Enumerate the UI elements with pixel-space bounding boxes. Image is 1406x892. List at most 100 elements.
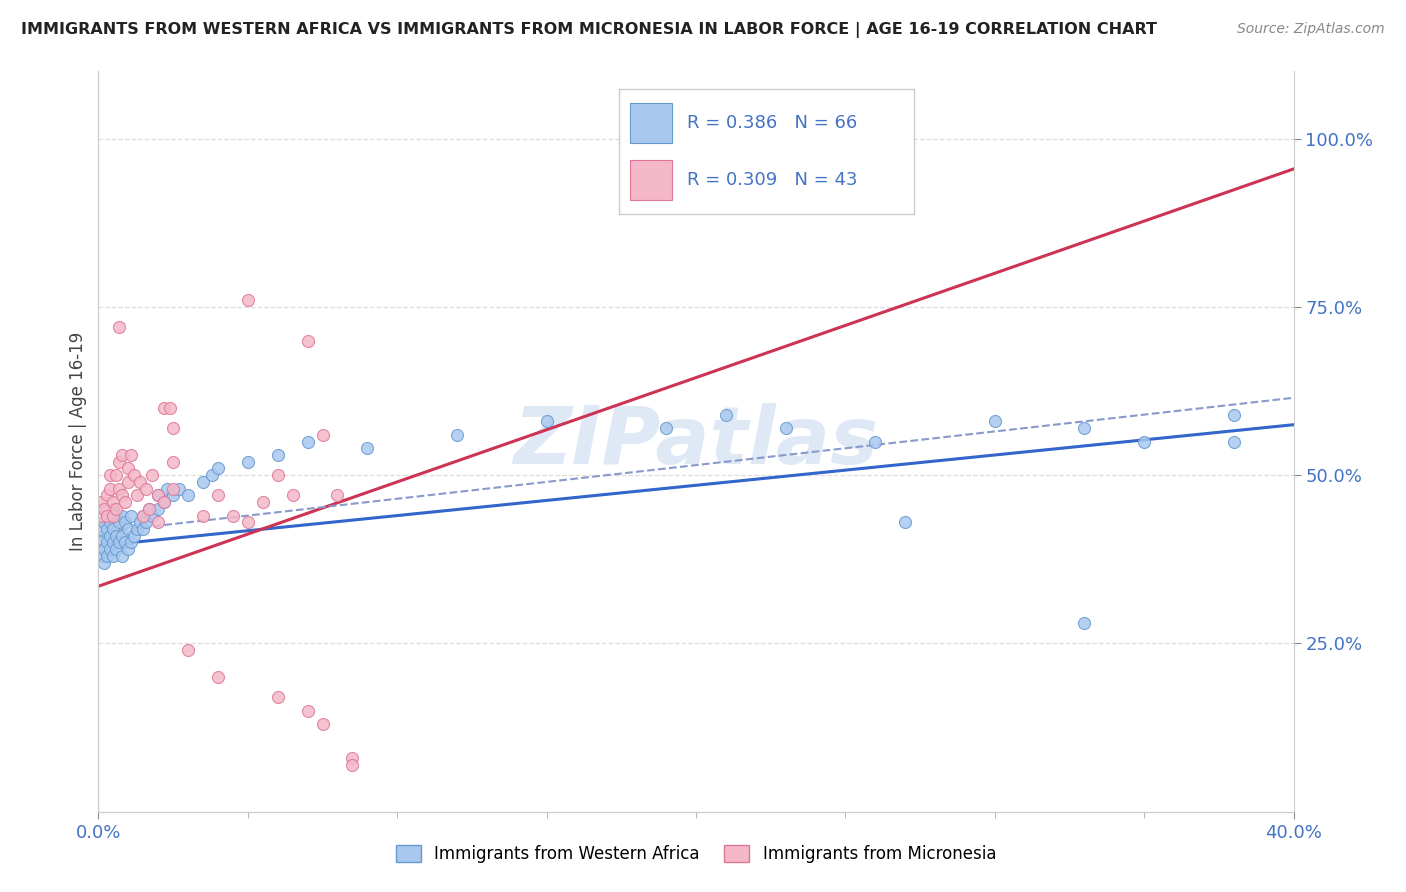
Point xyxy=(222,508,245,523)
Y-axis label: In Labor Force | Age 16-19: In Labor Force | Age 16-19 xyxy=(69,332,87,551)
Point xyxy=(865,434,887,449)
Point xyxy=(132,508,155,523)
Point xyxy=(138,501,160,516)
Point xyxy=(114,535,136,549)
Point xyxy=(105,508,128,523)
Point xyxy=(207,461,229,475)
Point xyxy=(111,448,134,462)
Point xyxy=(201,468,224,483)
Point xyxy=(135,482,157,496)
Point xyxy=(167,482,190,496)
Point xyxy=(326,488,349,502)
Point xyxy=(96,488,118,502)
Point xyxy=(135,516,157,530)
Point xyxy=(267,448,290,462)
Point xyxy=(207,670,229,684)
Point xyxy=(129,516,152,530)
Point xyxy=(120,448,142,462)
Point xyxy=(90,549,112,563)
Text: ZIPatlas: ZIPatlas xyxy=(513,402,879,481)
Point xyxy=(138,501,160,516)
Point xyxy=(120,508,142,523)
Text: R = 0.386   N = 66: R = 0.386 N = 66 xyxy=(686,114,856,132)
Point xyxy=(141,468,163,483)
Point xyxy=(103,522,125,536)
Bar xyxy=(630,161,672,201)
Point xyxy=(105,529,128,543)
Point xyxy=(153,495,176,509)
Legend: Immigrants from Western Africa, Immigrants from Micronesia: Immigrants from Western Africa, Immigran… xyxy=(389,838,1002,870)
Point xyxy=(714,408,737,422)
Point xyxy=(311,427,333,442)
Point xyxy=(114,516,136,530)
Point xyxy=(117,475,139,489)
Point xyxy=(236,293,259,308)
Point xyxy=(96,522,118,536)
Point xyxy=(103,501,125,516)
Point xyxy=(90,522,112,536)
Point xyxy=(984,414,1007,428)
Point xyxy=(93,542,115,557)
Point xyxy=(103,535,125,549)
Point xyxy=(297,704,319,718)
Point xyxy=(191,508,214,523)
Point xyxy=(108,535,131,549)
Point xyxy=(207,488,229,502)
Bar xyxy=(630,103,672,143)
Point xyxy=(162,482,184,496)
Point xyxy=(153,401,176,415)
Point xyxy=(159,401,181,415)
Point xyxy=(252,495,274,509)
Point xyxy=(267,690,290,705)
Point xyxy=(120,535,142,549)
Point xyxy=(108,455,131,469)
Point xyxy=(148,488,170,502)
Point xyxy=(98,529,122,543)
Point xyxy=(129,475,152,489)
Point xyxy=(96,535,118,549)
Point xyxy=(111,488,134,502)
Point xyxy=(105,468,128,483)
Point xyxy=(356,442,378,456)
Point xyxy=(117,542,139,557)
Point xyxy=(177,643,200,657)
Point xyxy=(93,556,115,570)
Text: R = 0.309   N = 43: R = 0.309 N = 43 xyxy=(686,171,858,189)
Point xyxy=(342,751,364,765)
Point xyxy=(124,468,146,483)
Point xyxy=(1223,434,1246,449)
Point xyxy=(1133,434,1156,449)
Point xyxy=(446,427,468,442)
Point xyxy=(103,549,125,563)
Text: Source: ZipAtlas.com: Source: ZipAtlas.com xyxy=(1237,22,1385,37)
Point xyxy=(111,508,134,523)
Point xyxy=(117,461,139,475)
Point xyxy=(297,334,319,348)
Point xyxy=(98,482,122,496)
Point xyxy=(177,488,200,502)
Point xyxy=(103,495,125,509)
Point xyxy=(536,414,558,428)
Point xyxy=(153,495,176,509)
Point xyxy=(655,421,678,435)
Point xyxy=(108,516,131,530)
Point xyxy=(281,488,304,502)
Text: IMMIGRANTS FROM WESTERN AFRICA VS IMMIGRANTS FROM MICRONESIA IN LABOR FORCE | AG: IMMIGRANTS FROM WESTERN AFRICA VS IMMIGR… xyxy=(21,22,1157,38)
Point xyxy=(132,508,155,523)
Point xyxy=(93,501,115,516)
Point xyxy=(127,488,149,502)
Point xyxy=(236,516,259,530)
Point xyxy=(267,468,290,483)
Point xyxy=(96,508,118,523)
Point xyxy=(148,516,170,530)
Point xyxy=(111,529,134,543)
Point xyxy=(894,516,917,530)
Point xyxy=(297,434,319,449)
Point xyxy=(90,535,112,549)
Point xyxy=(236,455,259,469)
Point xyxy=(156,482,179,496)
Point xyxy=(105,501,128,516)
Point xyxy=(127,522,149,536)
Point xyxy=(96,508,118,523)
Point xyxy=(162,455,184,469)
